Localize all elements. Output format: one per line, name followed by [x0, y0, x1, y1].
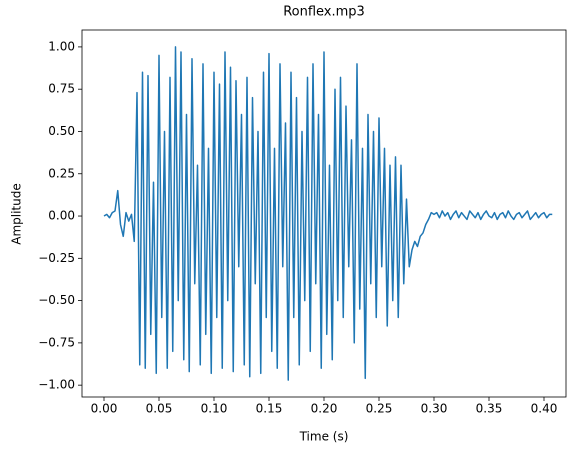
y-tick-label: −0.50	[38, 293, 75, 307]
y-tick-label: −0.25	[38, 251, 75, 265]
x-tick-label: 0.35	[476, 402, 503, 416]
x-tick-label: 0.25	[366, 402, 393, 416]
x-tick-label: 0.15	[256, 402, 283, 416]
y-tick-label: 0.25	[48, 166, 75, 180]
y-axis-label: Amplitude	[10, 183, 24, 245]
y-tick-label: 0.75	[48, 82, 75, 96]
y-tick-label: 1.00	[48, 39, 75, 53]
y-tick-label: 0.50	[48, 124, 75, 138]
x-tick-label: 0.40	[531, 402, 558, 416]
waveform-line	[103, 46, 553, 381]
x-tick-label: 0.05	[146, 402, 173, 416]
chart-title: Ronflex.mp3	[283, 5, 365, 20]
x-tick-label: 0.30	[421, 402, 448, 416]
x-tick-label: 0.00	[91, 402, 118, 416]
y-tick-label: 0.00	[48, 209, 75, 223]
x-axis-label: Time (s)	[299, 430, 349, 444]
y-tick-label: −0.75	[38, 335, 75, 349]
x-tick-label: 0.20	[311, 402, 338, 416]
y-tick-label: −1.00	[38, 378, 75, 392]
x-tick-label: 0.10	[201, 402, 228, 416]
